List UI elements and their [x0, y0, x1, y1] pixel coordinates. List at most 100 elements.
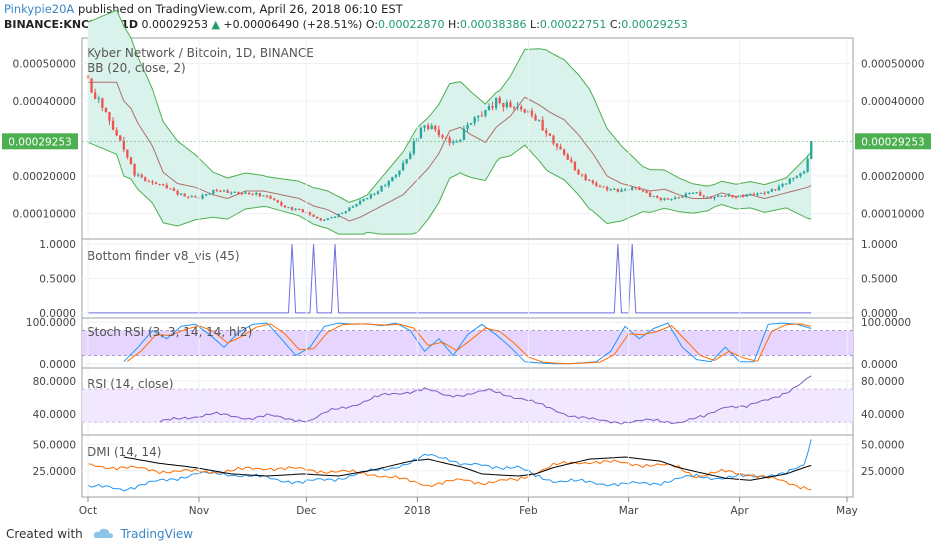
candle	[283, 205, 287, 208]
candle	[512, 107, 516, 109]
candle	[387, 181, 390, 186]
rsi-line	[159, 375, 812, 425]
candle	[362, 199, 365, 201]
candle	[265, 195, 269, 197]
price-pane[interactable]: 0.00050000 0.00050000 0.00040000 0.00040000…	[2, 9, 931, 240]
candle	[591, 180, 594, 184]
candle	[341, 212, 344, 214]
candle	[190, 196, 193, 198]
candle	[634, 187, 637, 189]
author-link[interactable]: Pinkypie20A	[4, 2, 75, 16]
dmi-minus-line	[87, 459, 812, 491]
y-tick-right: 0.0000	[861, 359, 898, 371]
candle	[151, 181, 154, 183]
candle	[573, 161, 577, 170]
y-tick-left: 0.00010000	[13, 209, 76, 221]
high-value: 0.00038386	[460, 18, 527, 31]
y-tick-right: 0.5000	[861, 274, 898, 286]
candle	[373, 194, 376, 196]
candle	[140, 174, 143, 178]
bollinger-band-fill	[88, 10, 812, 235]
candle	[258, 193, 261, 197]
change-arrow-icon: ▲	[211, 18, 220, 31]
candle	[122, 140, 125, 150]
candle	[308, 212, 312, 215]
candle	[516, 106, 519, 108]
candle	[767, 191, 770, 194]
candle	[702, 195, 705, 197]
y-tick-right: 0.00020000	[861, 171, 924, 183]
y-tick-right: 25.0000	[861, 466, 904, 478]
tradingview-brand[interactable]: TradingView	[120, 527, 194, 541]
candle	[720, 195, 723, 197]
candle	[606, 187, 609, 190]
candle	[688, 192, 691, 194]
dmi-pane[interactable]: 50.0000 50.0000 25.0000 25.0000	[33, 434, 905, 498]
y-tick-left: 1.0000	[39, 239, 76, 251]
candle	[348, 207, 351, 212]
candle	[674, 197, 677, 200]
bollinger-basis	[88, 81, 812, 222]
candle	[434, 125, 437, 130]
candle	[423, 125, 426, 128]
y-tick-left: 50.0000	[33, 439, 76, 451]
candle	[248, 192, 251, 195]
price-label-right	[855, 133, 931, 150]
candle	[706, 196, 709, 198]
stoch-d-line	[127, 323, 812, 365]
candle	[405, 159, 408, 164]
stoch-rsi-pane[interactable]: 100.0000 100.0000 0.0000 0.0000	[26, 317, 911, 371]
candle	[609, 189, 612, 191]
candle	[419, 127, 423, 139]
candle	[487, 106, 491, 111]
candle	[648, 192, 652, 197]
candle	[237, 191, 240, 194]
close-value: 0.00029253	[621, 18, 688, 31]
candle	[401, 163, 405, 171]
candle	[205, 193, 208, 196]
candle	[520, 106, 523, 110]
y-tick-right: 0.00010000	[861, 209, 924, 221]
candle	[759, 192, 763, 194]
y-tick-right: 0.00040000	[861, 96, 924, 108]
candle	[792, 178, 795, 180]
candle	[380, 186, 383, 192]
bottom-finder-pane[interactable]: 1.0000 1.0000 0.5000 0.5000 0.0000 0.0000	[39, 238, 898, 320]
rsi-band	[82, 389, 853, 423]
pane-border	[81, 434, 854, 498]
candle	[756, 193, 759, 195]
candle	[172, 188, 176, 191]
candle	[505, 102, 508, 107]
candle	[788, 178, 791, 184]
candle	[208, 193, 211, 195]
candle	[742, 195, 745, 197]
candle	[97, 98, 100, 100]
candle	[147, 181, 150, 183]
rsi-title: RSI (14, close)	[87, 377, 173, 391]
candle	[763, 192, 766, 194]
rsi-pane[interactable]: 80.0000 80.0000 40.0000 40.0000	[33, 367, 905, 436]
candle	[430, 125, 433, 130]
candle	[491, 106, 494, 108]
stoch-rsi-title: Stoch RSI (3, 3, 14, 14, hl2)	[87, 325, 252, 339]
close-label: C:	[609, 18, 622, 31]
candle	[495, 97, 498, 108]
price-label-right-text: 0.00029253	[861, 136, 924, 148]
publish-info: Pinkypie20A published on TradingView.com…	[4, 2, 403, 16]
candle	[752, 193, 756, 195]
candle	[810, 141, 813, 159]
candle	[502, 103, 505, 107]
candle	[437, 129, 440, 136]
candle	[580, 174, 584, 176]
candle	[126, 149, 129, 158]
candle	[577, 169, 580, 175]
candle	[273, 198, 276, 201]
candle	[484, 110, 487, 116]
candle	[774, 189, 777, 191]
candle	[802, 171, 806, 174]
candle	[355, 204, 358, 207]
candle	[144, 177, 147, 182]
candle	[623, 189, 627, 191]
candle	[351, 206, 355, 208]
